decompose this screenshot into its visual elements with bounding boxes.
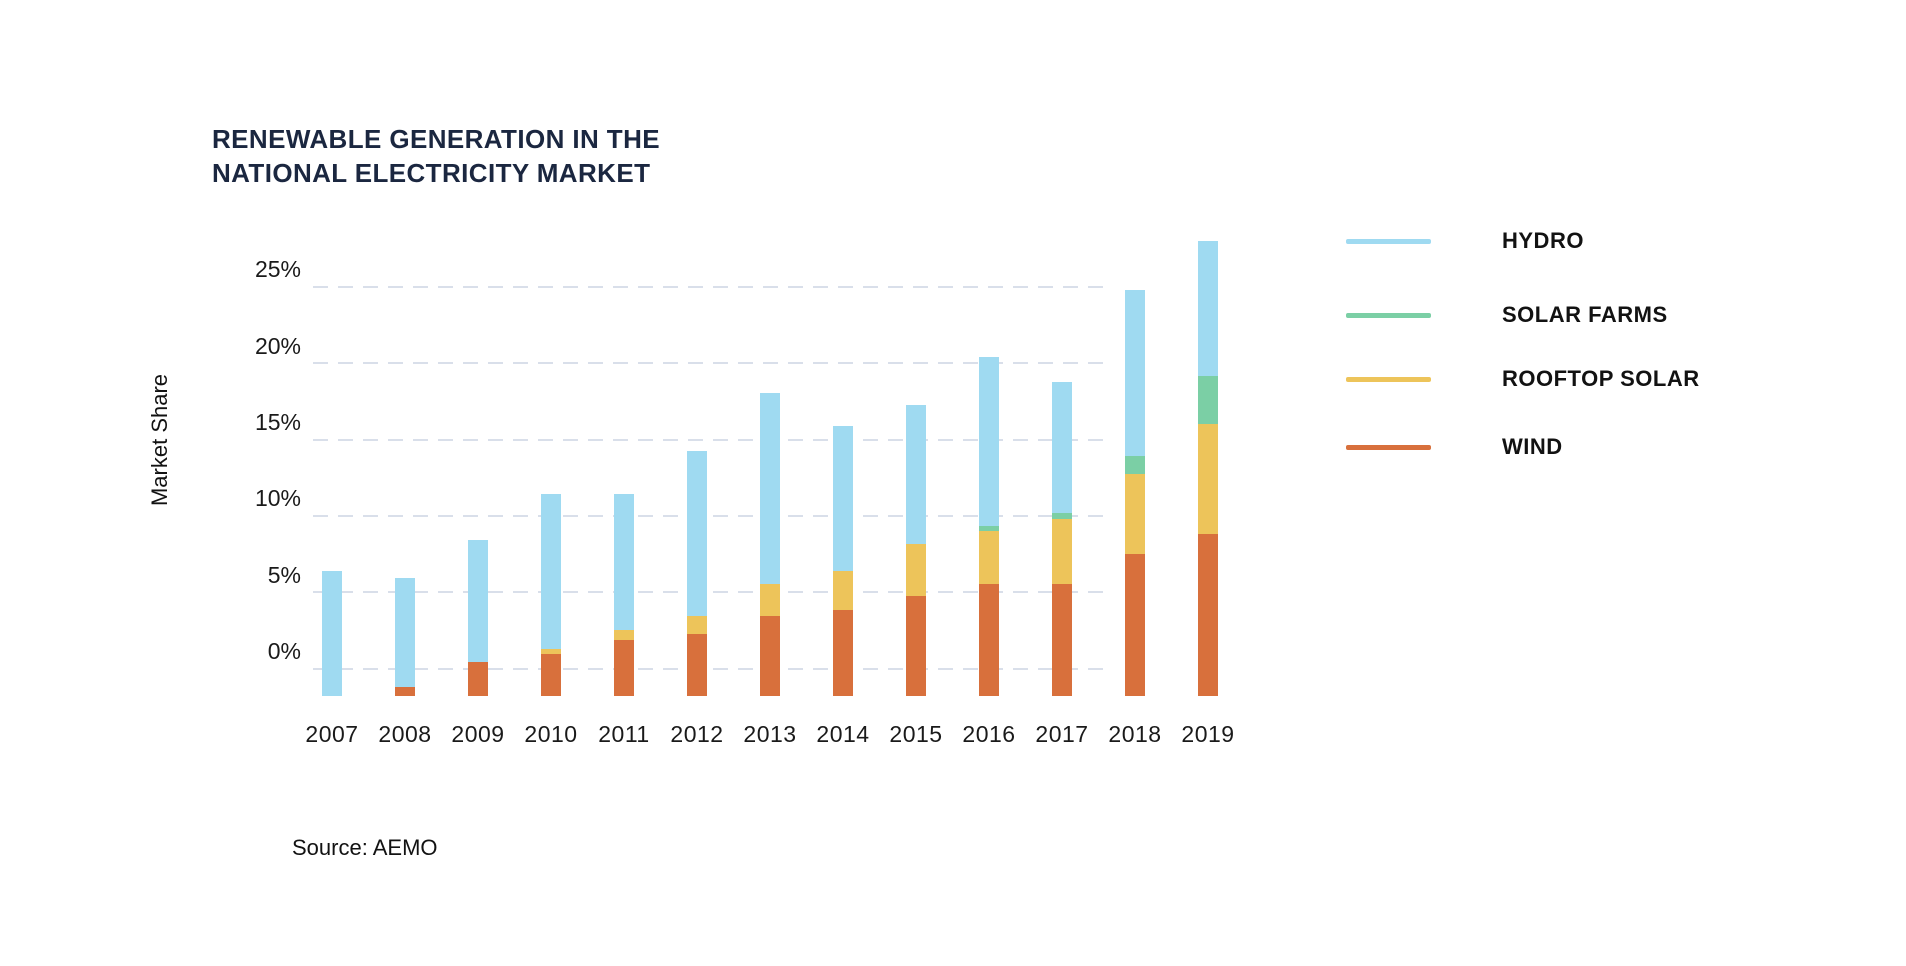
bar-segment-solar-farms	[1052, 513, 1072, 520]
bar-segment-rooftop-solar	[1198, 423, 1218, 534]
bar-segment-wind	[1125, 553, 1145, 697]
bar-segment-rooftop-solar	[614, 630, 634, 640]
bar-2014	[833, 425, 853, 697]
gridline	[313, 591, 1112, 594]
x-tick-label: 2015	[889, 721, 943, 747]
gridline	[313, 667, 1112, 670]
bar-segment-rooftop-solar	[833, 570, 853, 611]
legend-swatch	[1346, 376, 1431, 382]
legend-swatch	[1346, 238, 1431, 244]
bar-segment-rooftop-solar	[687, 615, 707, 634]
bar-2009	[468, 540, 488, 697]
legend-label: WIND	[1502, 434, 1563, 459]
legend-swatch	[1346, 312, 1431, 318]
legend-swatch	[1346, 444, 1431, 450]
bar-2019	[1198, 240, 1218, 697]
bar-segment-hydro	[979, 356, 999, 526]
bar-segment-rooftop-solar	[906, 543, 926, 597]
gridline	[313, 362, 1112, 365]
bar-2015	[906, 404, 926, 697]
y-tick-label: 0%	[267, 638, 301, 664]
x-tick-label: 2011	[598, 721, 650, 747]
bar-segment-solar-farms	[1198, 375, 1218, 424]
bar-segment-wind	[541, 654, 561, 697]
x-tick-label: 2007	[305, 721, 359, 747]
y-tick-label: 20%	[254, 332, 301, 359]
bar-2013	[760, 392, 780, 697]
bar-segment-wind	[468, 662, 488, 697]
chart-title-line1: RENEWABLE GENERATION IN THE	[212, 124, 661, 154]
bar-2017	[1052, 382, 1072, 697]
bar-2016	[979, 356, 999, 697]
bar-segment-hydro	[760, 392, 780, 584]
bar-segment-rooftop-solar	[979, 530, 999, 584]
bar-segment-hydro	[322, 570, 342, 697]
gridline	[313, 438, 1112, 441]
bar-segment-wind	[906, 596, 926, 697]
y-tick-label: 25%	[254, 256, 301, 283]
x-tick-label: 2016	[962, 721, 1016, 747]
bar-2007	[322, 570, 342, 697]
gridline	[313, 285, 1112, 288]
x-tick-label: 2010	[524, 721, 578, 747]
bar-2018	[1125, 290, 1145, 697]
bar-2010	[541, 494, 561, 697]
bar-segment-hydro	[541, 494, 561, 650]
y-tick-label: 10%	[254, 485, 301, 512]
bar-segment-rooftop-solar	[541, 649, 561, 655]
chart-title: RENEWABLE GENERATION IN THE NATIONAL ELE…	[212, 122, 660, 190]
x-tick-label: 2014	[816, 721, 870, 747]
bar-segment-rooftop-solar	[760, 583, 780, 617]
bar-segment-hydro	[1125, 290, 1145, 457]
bar-segment-wind	[979, 583, 999, 697]
bar-segment-wind	[760, 616, 780, 697]
bar-segment-wind	[614, 640, 634, 697]
bar-2011	[614, 494, 634, 697]
bar-segment-wind	[833, 610, 853, 697]
y-axis-title: Market Share	[147, 373, 172, 507]
bar-segment-hydro	[1052, 382, 1072, 514]
bar-segment-solar-farms	[979, 525, 999, 531]
bar-segment-hydro	[614, 494, 634, 631]
bar-segment-wind	[687, 633, 707, 697]
bar-segment-wind	[1198, 533, 1218, 697]
bar-segment-rooftop-solar	[1052, 519, 1072, 584]
bar-segment-solar-farms	[1125, 456, 1145, 475]
bar-segment-rooftop-solar	[1125, 474, 1145, 554]
x-tick-label: 2019	[1181, 721, 1235, 747]
y-tick-label: 5%	[267, 561, 301, 588]
bar-2008	[395, 578, 415, 697]
x-tick-label: 2013	[743, 721, 797, 747]
y-tick-label: 15%	[254, 409, 301, 435]
source-note: Source: AEMO	[292, 835, 438, 860]
bar-segment-hydro	[833, 425, 853, 571]
x-tick-label: 2018	[1108, 721, 1162, 747]
legend-label: SOLAR FARMS	[1502, 302, 1668, 327]
bar-segment-wind	[395, 687, 415, 697]
chart-title-line2: NATIONAL ELECTRICITY MARKET	[212, 158, 651, 188]
bar-segment-hydro	[687, 451, 707, 616]
bar-segment-hydro	[395, 578, 415, 688]
bar-segment-hydro	[468, 540, 488, 663]
bar-segment-hydro	[906, 404, 926, 544]
bar-segment-wind	[1052, 583, 1072, 697]
bar-segment-hydro	[1198, 240, 1218, 376]
legend-label: ROOFTOP SOLAR	[1502, 366, 1700, 391]
x-tick-label: 2017	[1035, 721, 1089, 747]
x-tick-label: 2012	[670, 721, 724, 747]
x-tick-label: 2009	[451, 721, 505, 747]
bar-2012	[687, 451, 707, 697]
gridline	[313, 514, 1112, 517]
legend-label: HYDRO	[1502, 228, 1584, 253]
x-tick-label: 2008	[378, 721, 432, 747]
